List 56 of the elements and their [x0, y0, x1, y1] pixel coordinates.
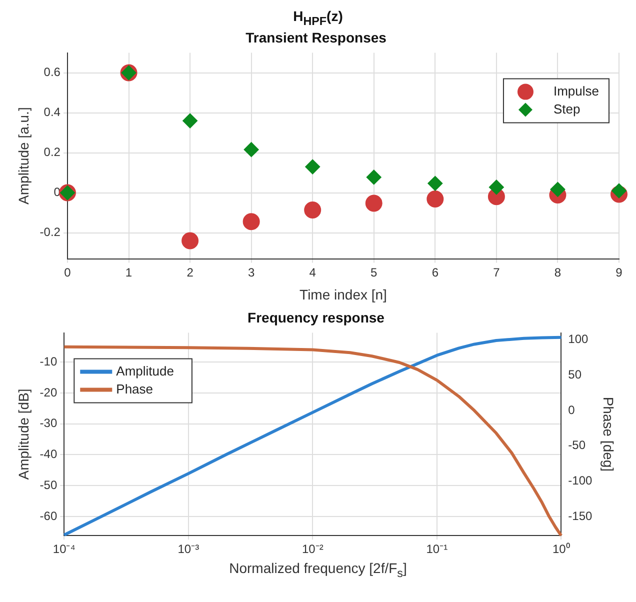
point [244, 142, 259, 158]
point [182, 232, 199, 250]
point [242, 213, 260, 230]
point [426, 190, 444, 208]
x-tick-label: 2 [186, 265, 194, 280]
x-tick-label: 1 [125, 265, 132, 280]
y-tick-label: -0.2 [40, 225, 61, 240]
y2-tick-label: 100 [568, 332, 589, 346]
point [488, 180, 504, 195]
x-tick-label: 10⁻² [302, 542, 324, 556]
legend-label: Step [553, 101, 580, 116]
point [305, 159, 320, 174]
x-tick-label: 9 [616, 265, 623, 280]
point [428, 176, 443, 191]
y2-tick-label: -100 [568, 474, 593, 488]
x-tick-label: 6 [432, 265, 439, 280]
point [365, 194, 382, 212]
y-tick-label: -20 [40, 385, 58, 400]
x-tick-label: 5 [370, 265, 378, 280]
x-tick-label: 0 [64, 265, 72, 280]
y-tick-label: 0.6 [44, 65, 61, 80]
chart-subtitle: Transient Responses [246, 29, 387, 46]
y2-tick-label: -150 [568, 508, 593, 523]
y2-tick-label: -50 [568, 438, 586, 452]
point [366, 170, 382, 185]
y-tick-label: 0.2 [44, 145, 61, 160]
x-tick-label: 7 [493, 265, 500, 280]
y2-axis-title: Phase [deg] [600, 396, 617, 472]
y-tick-label: -30 [40, 416, 58, 430]
point [550, 182, 566, 197]
point [182, 113, 198, 128]
y2-tick-label: 50 [568, 368, 582, 382]
x-tick-label: 8 [554, 265, 562, 280]
point [304, 202, 322, 218]
x-tick-label: 10⁻¹ [426, 542, 448, 556]
y-axis-title: Amplitude [dB] [15, 388, 32, 480]
legend-label: Phase [116, 381, 154, 396]
point [612, 183, 626, 198]
legend-label: Impulse [553, 83, 600, 98]
x-tick-label: 10⁻³ [178, 542, 200, 556]
y-tick-label: -50 [40, 478, 58, 492]
chart-title: H$_{HPF}$(z) [292, 8, 344, 28]
y2-tick-label: 0 [568, 402, 576, 417]
x-tick-label: 3 [248, 265, 255, 280]
y-axis-title: Amplitude [a.u.] [15, 107, 32, 204]
x-axis-title: Time index [n] [300, 286, 387, 302]
y-tick-label: 0.4 [44, 105, 61, 120]
x-tick-label: 10⁻⁴ [52, 542, 76, 556]
x-tick-label: 4 [309, 265, 316, 280]
chart-title: Frequency response [248, 309, 385, 326]
y-tick-label: -10 [40, 354, 58, 368]
y-tick-label: -60 [40, 508, 58, 523]
y-tick-label: -40 [40, 447, 58, 462]
legend-label: Amplitude [116, 363, 174, 378]
x-axis-title: Normalized frequency [2f/F$_{s}$] [228, 560, 408, 580]
x-tick-label: 10⁰ [552, 542, 570, 556]
